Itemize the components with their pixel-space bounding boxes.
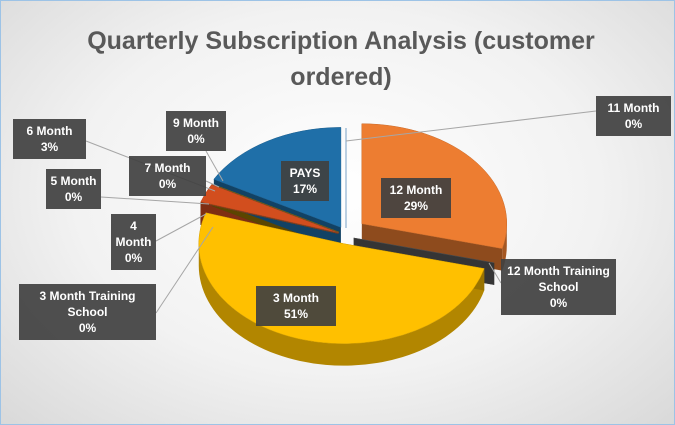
leader-line: [205, 150, 224, 182]
label-category: 4 Month: [115, 219, 152, 249]
data-label: 9 Month 0%: [166, 111, 226, 151]
slice: [213, 127, 342, 228]
leader-line: [488, 262, 502, 284]
leader-line: [345, 110, 597, 142]
data-label: 7 Month 0%: [129, 156, 206, 196]
leader-line: [100, 196, 210, 205]
data-label: 12 Month Training School 0%: [501, 259, 616, 315]
label-category: 6 Month: [26, 124, 73, 138]
label-value: 0%: [158, 177, 177, 191]
data-label: PAYS 17%: [281, 161, 329, 201]
label-category: 9 Month: [173, 116, 219, 130]
label-category: 5 Month: [50, 174, 97, 188]
slice-side: [502, 223, 507, 271]
label-category: 11 Month: [607, 101, 660, 115]
label-value: 0%: [78, 321, 97, 335]
data-label: 11 Month 0%: [596, 96, 671, 136]
data-label: 3 Month Training School 0%: [19, 284, 156, 340]
label-value: 0%: [64, 190, 83, 204]
data-label: 6 Month 3%: [13, 119, 86, 159]
leader-line: [205, 180, 220, 188]
label-value: 17%: [292, 182, 318, 196]
label-category: 3 Month: [273, 291, 319, 305]
leader-line: [155, 213, 207, 242]
data-label: 12 Month 29%: [381, 178, 451, 218]
slice-side: [198, 243, 485, 366]
label-category: 12 Month Training School: [507, 264, 610, 294]
label-value: 29%: [403, 199, 429, 213]
chart-title: Quarterly Subscription Analysis (custome…: [87, 27, 595, 91]
label-value: 0%: [549, 296, 568, 310]
label-value: 51%: [283, 307, 309, 321]
leader-line: [155, 226, 214, 314]
label-category: 12 Month: [389, 183, 443, 197]
data-label: 5 Month 0%: [46, 169, 101, 209]
label-value: 0%: [187, 132, 205, 146]
label-value: 0%: [124, 251, 143, 265]
data-label: 4 Month 0%: [111, 214, 156, 270]
label-value: 0%: [624, 117, 643, 131]
label-category: 3 Month Training School: [39, 289, 136, 319]
label-category: 7 Month: [144, 161, 191, 175]
data-label: 3 Month 51%: [256, 286, 336, 326]
label-value: 3%: [40, 140, 59, 154]
slice: [353, 237, 495, 264]
label-category: PAYS: [289, 166, 321, 180]
